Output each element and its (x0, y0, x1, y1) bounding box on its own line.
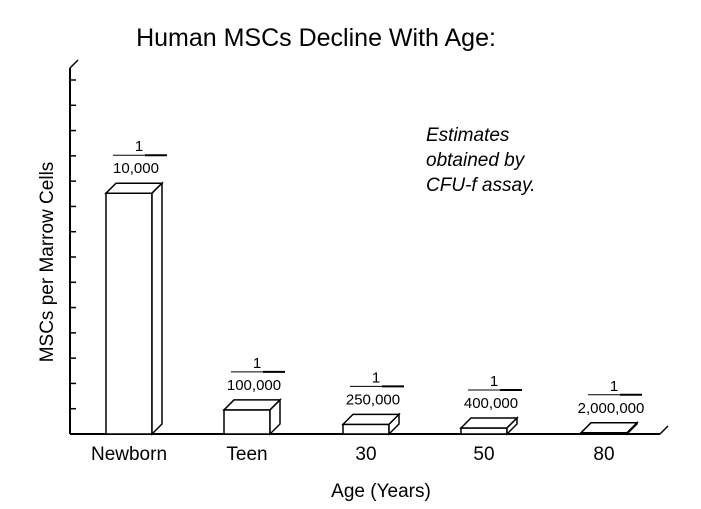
data-label-denominator: 250,000 (346, 391, 400, 408)
bar (104, 181, 164, 436)
y-axis (69, 59, 79, 435)
bar-front (223, 409, 271, 435)
x-tick-labels: Newborn Teen 30 50 80 (91, 444, 615, 465)
data-label-denominator: 100,000 (227, 377, 281, 394)
x-tick-label: 80 (593, 444, 614, 465)
x-tick-label: Teen (226, 444, 267, 465)
data-label: 1 2,000,000 (578, 378, 645, 417)
x-axis-cap (659, 425, 669, 435)
chart-title: Human MSCs Decline With Age: (136, 24, 496, 52)
annotation-line: CFU-f assay. (426, 175, 535, 196)
bar-side (151, 181, 163, 436)
data-label-denominator: 400,000 (464, 395, 518, 412)
y-axis-cap (69, 59, 79, 69)
data-label-denominator: 10,000 (113, 160, 159, 177)
data-labels: 1 10,000 1 100,000 1 250,000 1 400,000 1 2,000,00… (113, 138, 644, 417)
data-label-numerator: 1 (135, 138, 143, 155)
y-axis-title: MSCs per Marrow Cells (37, 162, 58, 363)
bar (341, 412, 401, 436)
x-tick-label: Newborn (91, 444, 167, 465)
data-label-denominator: 2,000,000 (578, 400, 645, 417)
bar (459, 416, 519, 436)
annotation: Estimates obtained by CFU-f assay. (426, 125, 535, 196)
bars (104, 181, 639, 436)
data-label-numerator: 1 (610, 378, 618, 395)
data-label: 1 100,000 (227, 355, 285, 394)
bar-side (626, 420, 638, 436)
bar-side (506, 416, 518, 436)
bar-front (105, 192, 153, 435)
data-label-numerator: 1 (253, 355, 261, 372)
data-label: 1 10,000 (113, 138, 167, 177)
annotation-line: Estimates (426, 125, 510, 146)
data-label-numerator: 1 (490, 373, 498, 390)
data-label-numerator: 1 (372, 369, 380, 386)
x-tick-label: 30 (355, 444, 376, 465)
bar-side (388, 412, 400, 436)
annotation-line: obtained by (426, 150, 526, 171)
bar (579, 420, 639, 436)
bar-front (342, 423, 390, 435)
bar-front (460, 427, 508, 435)
bar-side (269, 398, 281, 436)
x-tick-label: 50 (473, 444, 494, 465)
data-label: 1 250,000 (346, 369, 404, 408)
bar (222, 398, 282, 436)
data-label: 1 400,000 (464, 373, 522, 412)
x-axis-title: Age (Years) (331, 481, 431, 502)
